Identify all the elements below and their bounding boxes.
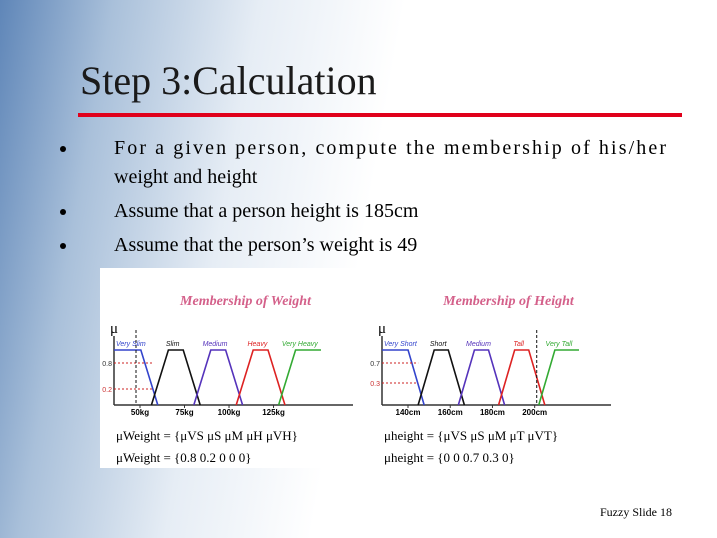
formula: μWeight = {0.8 0.2 0 0 0} — [116, 450, 252, 465]
y-label: 0.8 — [102, 361, 112, 368]
set-label: Very Heavy — [282, 341, 318, 348]
set-label: Tall — [513, 341, 524, 348]
set-label: Medium — [203, 341, 228, 348]
membership-curve — [417, 349, 466, 406]
bullet-text: For a given person, compute the membersh… — [114, 137, 666, 159]
bullet — [60, 243, 66, 249]
membership-curve — [193, 349, 244, 406]
x-label: 160cm — [438, 408, 463, 417]
y-label: 0.2 — [102, 387, 112, 394]
set-label: Medium — [466, 341, 491, 348]
membership-curve — [235, 349, 286, 406]
membership-curve — [114, 349, 159, 406]
set-label: Very Slim — [116, 341, 146, 348]
x-label: 140cm — [396, 408, 421, 417]
set-label: Short — [430, 341, 448, 348]
set-label: Slim — [166, 341, 180, 348]
x-label: 180cm — [480, 408, 505, 417]
y-label: 0.3 — [370, 381, 380, 388]
axis-symbol: μ — [378, 321, 386, 337]
bullet — [60, 209, 66, 215]
bullet — [60, 146, 66, 152]
slide-title: Step 3:Calculation — [80, 58, 377, 103]
x-label: 125kg — [262, 408, 285, 417]
title-rule — [78, 113, 682, 117]
membership-curve — [150, 349, 201, 406]
set-label: Very Tall — [546, 341, 573, 348]
axis-symbol: μ — [110, 321, 118, 337]
bullet-text: Assume that the person’s weight is 49 — [114, 234, 417, 256]
y-label: 0.7 — [370, 361, 380, 368]
figure-panel — [100, 268, 600, 468]
bullet-text: weight and height — [114, 166, 258, 188]
formula: μheight = {μVS μS μM μT μVT} — [384, 428, 558, 443]
formula: μheight = {0 0 0.7 0.3 0} — [384, 450, 515, 465]
chart-title: Membership of Weight — [179, 294, 312, 309]
set-label: Heavy — [247, 341, 267, 348]
formula: μWeight = {μVS μS μM μH μVH} — [116, 428, 298, 443]
chart-title: Membership of Height — [442, 294, 575, 309]
membership-curve — [277, 349, 321, 406]
membership-curve — [457, 349, 506, 406]
footer: Fuzzy Slide 18 — [600, 505, 672, 519]
x-label: 100kg — [218, 408, 241, 417]
x-label: 75kg — [175, 408, 193, 417]
membership-curve — [382, 349, 425, 406]
x-label: 200cm — [522, 408, 547, 417]
set-label: Very Short — [384, 341, 418, 348]
membership-curve — [538, 349, 579, 406]
bullet-text: Assume that a person height is 185cm — [114, 200, 419, 222]
x-label: 50kg — [131, 408, 149, 417]
